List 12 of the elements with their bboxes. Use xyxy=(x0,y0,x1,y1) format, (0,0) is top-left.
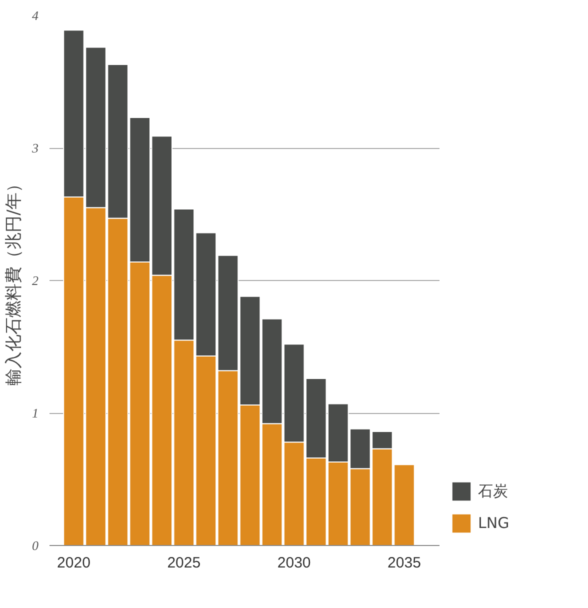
y-tick-label: 4 xyxy=(32,8,39,23)
y-tick-label: 3 xyxy=(31,140,39,156)
y-tick-label: 2 xyxy=(32,273,39,288)
x-tick-label: 2025 xyxy=(167,554,201,572)
y-tick-label: 1 xyxy=(32,406,38,420)
x-tick-label: 2020 xyxy=(57,554,90,572)
legend-label: LNG xyxy=(478,514,510,532)
legend-label: 石炭 xyxy=(478,482,508,500)
x-tick-label: 2030 xyxy=(277,554,311,572)
y-tick-label: 0 xyxy=(32,538,39,553)
x-tick-label: 2035 xyxy=(388,554,421,572)
y-axis-title: 輸入化石燃料費（兆円/年） xyxy=(4,176,24,386)
